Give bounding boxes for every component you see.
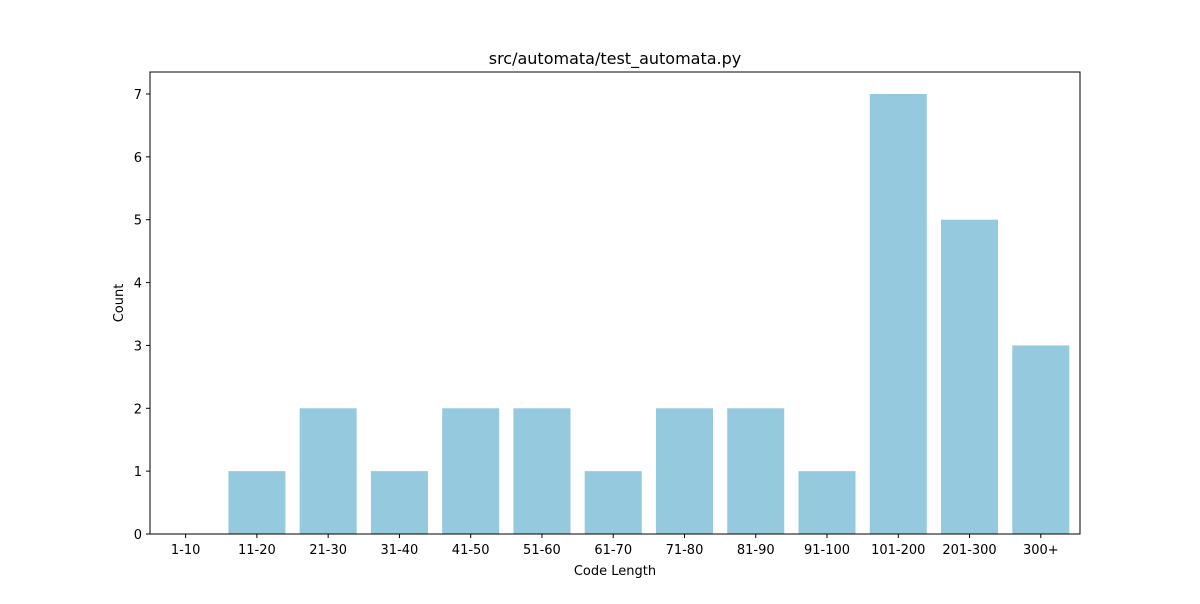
ticks-layer: 1-10 11-20 21-30 31-40 41-50 51-60 61-70 71-80 8… (134, 88, 1059, 558)
bar-201-300 (941, 219, 999, 534)
x-tick-label: 91-100 (804, 543, 850, 558)
x-tick-label: 61-70 (594, 543, 632, 558)
x-tick-label: 41-50 (452, 543, 490, 558)
y-tick-label: 7 (134, 88, 142, 103)
bar-81-90 (727, 408, 785, 534)
bar-300+ (1012, 345, 1070, 534)
y-tick-label: 0 (134, 528, 142, 543)
bar-21-30 (299, 408, 357, 534)
y-tick-label: 5 (134, 214, 142, 229)
x-axis-label: Code Length (574, 564, 656, 579)
bar-41-50 (442, 408, 500, 534)
x-tick-label: 300+ (1023, 543, 1059, 558)
x-tick-label: 31-40 (381, 543, 419, 558)
y-tick-label: 1 (134, 465, 142, 480)
y-tick-label: 6 (134, 151, 142, 166)
x-tick-label: 21-30 (309, 543, 347, 558)
x-tick-label: 11-20 (238, 543, 276, 558)
x-tick-label: 51-60 (523, 543, 561, 558)
bar-71-80 (655, 408, 713, 534)
plot-frame (149, 71, 1081, 535)
bars-layer (228, 94, 1070, 534)
x-tick-label: 81-90 (737, 543, 775, 558)
bar-51-60 (513, 408, 571, 534)
chart-title: src/automata/test_automata.py (489, 49, 742, 69)
y-axis-label: Count (112, 284, 127, 323)
bar-101-200 (869, 94, 927, 534)
bar-61-70 (584, 471, 642, 534)
bar-31-40 (370, 471, 428, 534)
x-tick-label: 101-200 (871, 543, 925, 558)
x-tick-label: 201-300 (942, 543, 996, 558)
x-tick-label: 71-80 (666, 543, 704, 558)
bar-11-20 (228, 471, 286, 534)
x-tick-label: 1-10 (171, 543, 201, 558)
y-tick-label: 2 (134, 402, 142, 417)
y-tick-label: 3 (134, 339, 142, 354)
y-tick-label: 4 (134, 277, 142, 292)
bar-91-100 (798, 471, 856, 534)
